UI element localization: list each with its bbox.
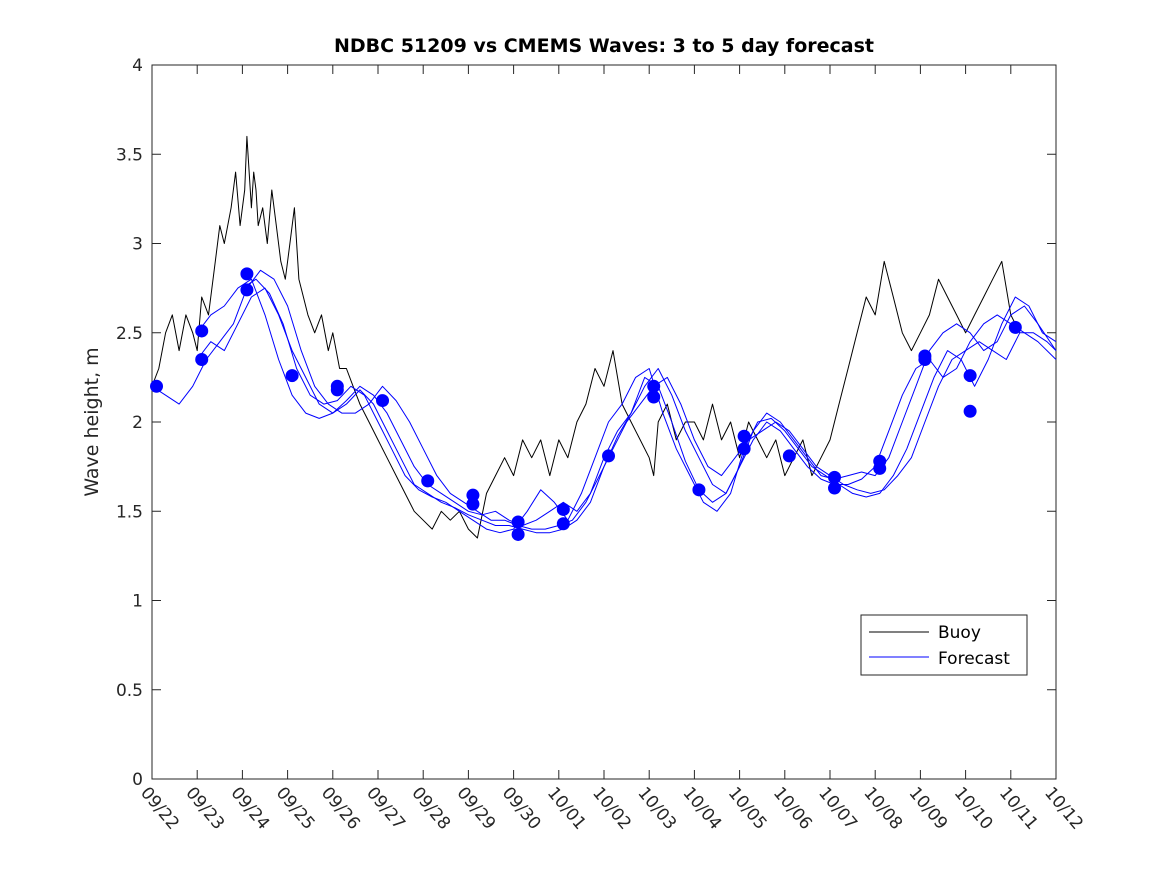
forecast-marker xyxy=(918,353,932,367)
forecast-series-line-3 xyxy=(242,278,1057,534)
y-tick-label: 2.5 xyxy=(116,324,143,344)
buoy-series-line xyxy=(151,135,1021,539)
forecast-marker xyxy=(285,369,299,383)
forecast-marker xyxy=(602,449,616,463)
forecast-series-line-4 xyxy=(196,287,1057,534)
y-tick-label: 3.5 xyxy=(116,145,143,165)
forecast-marker xyxy=(963,369,977,383)
forecast-marker xyxy=(240,267,254,281)
marker-layer xyxy=(150,267,1022,541)
forecast-marker xyxy=(782,449,796,463)
forecast-marker xyxy=(963,404,977,418)
legend-forecast-label: Forecast xyxy=(938,649,1010,669)
forecast-marker xyxy=(511,527,525,541)
forecast-marker xyxy=(692,483,706,497)
y-axis-label: Wave height, m xyxy=(81,347,103,496)
forecast-marker xyxy=(240,283,254,297)
y-tick-label: 1.5 xyxy=(116,502,143,522)
series-layer xyxy=(151,135,1057,539)
chart-title: NDBC 51209 vs CMEMS Waves: 3 to 5 day fo… xyxy=(334,35,874,57)
forecast-marker xyxy=(647,379,661,393)
y-tick-label: 4 xyxy=(132,56,143,76)
forecast-marker xyxy=(556,502,570,516)
forecast-marker xyxy=(376,394,390,408)
y-axis: 0 0.5 1 1.5 2 2.5 3 3.5 4 xyxy=(116,56,1056,790)
y-tick-label: 1 xyxy=(132,592,143,612)
forecast-marker xyxy=(828,481,842,495)
forecast-marker xyxy=(647,390,661,404)
forecast-marker xyxy=(1008,320,1022,334)
y-tick-label: 0 xyxy=(132,770,143,790)
forecast-marker xyxy=(150,379,164,393)
forecast-marker xyxy=(195,353,209,367)
forecast-marker xyxy=(556,517,570,531)
legend-buoy-label: Buoy xyxy=(938,623,981,643)
legend-box xyxy=(860,614,1028,676)
forecast-marker xyxy=(873,461,887,475)
y-tick-label: 3 xyxy=(132,235,143,255)
forecast-marker xyxy=(330,383,344,397)
legend: Buoy Forecast xyxy=(860,614,1028,676)
forecast-marker xyxy=(195,324,209,338)
forecast-marker xyxy=(466,488,480,502)
forecast-marker xyxy=(828,470,842,484)
y-tick-label: 0.5 xyxy=(116,681,143,701)
y-tick-label: 2 xyxy=(132,413,143,433)
forecast-series-line-2 xyxy=(196,278,1057,526)
forecast-marker xyxy=(737,429,751,443)
forecast-marker xyxy=(421,474,435,488)
forecast-marker xyxy=(511,515,525,529)
forecast-marker xyxy=(466,497,480,511)
forecast-marker xyxy=(737,442,751,456)
